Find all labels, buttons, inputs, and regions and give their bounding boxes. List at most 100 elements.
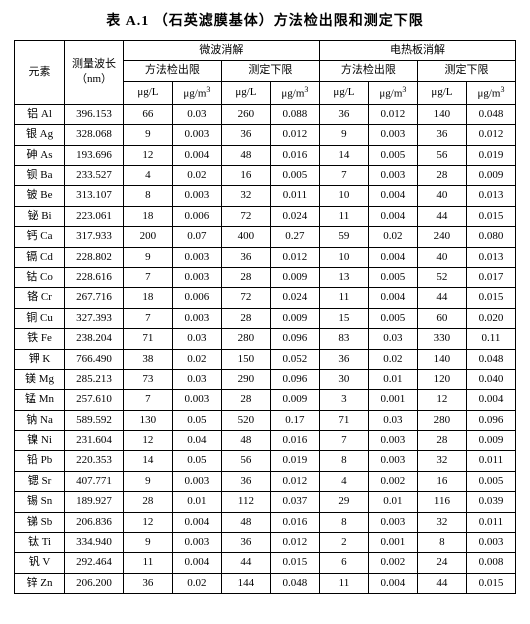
cell-value: 0.096: [466, 410, 515, 430]
cell-value: 280: [417, 410, 466, 430]
cell-value: 0.003: [172, 390, 221, 410]
cell-value: 0.01: [172, 492, 221, 512]
cell-value: 83: [319, 329, 368, 349]
cell-value: 0.003: [172, 186, 221, 206]
cell-value: 28: [221, 390, 270, 410]
cell-value: 7: [123, 308, 172, 328]
cell-wavelength: 327.393: [65, 308, 124, 328]
table-body: 铝 Al396.153660.032600.088360.0121400.048…: [15, 104, 516, 593]
table-row: 钛 Ti334.94090.003360.01220.00180.003: [15, 533, 516, 553]
cell-value: 9: [123, 471, 172, 491]
cell-value: 11: [319, 288, 368, 308]
cell-value: 280: [221, 329, 270, 349]
cell-value: 3: [319, 390, 368, 410]
header-loq-1: 测定下限: [221, 61, 319, 81]
header-wavelength-line2: （nm）: [76, 73, 112, 85]
cell-element: 钒 V: [15, 553, 65, 573]
cell-element: 铝 Al: [15, 104, 65, 124]
cell-value: 0.02: [172, 573, 221, 593]
cell-value: 290: [221, 369, 270, 389]
unit-ugL: μg/L: [221, 81, 270, 104]
cell-value: 260: [221, 104, 270, 124]
cell-value: 0.05: [172, 410, 221, 430]
cell-value: 30: [319, 369, 368, 389]
cell-value: 36: [319, 104, 368, 124]
cell-value: 140: [417, 104, 466, 124]
cell-value: 0.012: [270, 125, 319, 145]
cell-value: 44: [417, 206, 466, 226]
cell-value: 9: [123, 533, 172, 553]
cell-value: 32: [417, 451, 466, 471]
cell-element: 锡 Sn: [15, 492, 65, 512]
cell-element: 钙 Ca: [15, 227, 65, 247]
cell-value: 0.004: [368, 573, 417, 593]
table-row: 镍 Ni231.604120.04480.01670.003280.009: [15, 431, 516, 451]
cell-wavelength: 292.464: [65, 553, 124, 573]
table-row: 锰 Mn257.61070.003280.00930.001120.004: [15, 390, 516, 410]
cell-value: 0.012: [270, 533, 319, 553]
unit-ugL: μg/L: [417, 81, 466, 104]
cell-value: 0.003: [368, 512, 417, 532]
cell-value: 4: [319, 471, 368, 491]
cell-value: 9: [319, 125, 368, 145]
cell-wavelength: 206.200: [65, 573, 124, 593]
cell-value: 0.080: [466, 227, 515, 247]
cell-wavelength: 220.353: [65, 451, 124, 471]
cell-value: 0.096: [270, 369, 319, 389]
cell-value: 36: [221, 247, 270, 267]
cell-wavelength: 206.836: [65, 512, 124, 532]
cell-value: 10: [319, 186, 368, 206]
cell-value: 40: [417, 247, 466, 267]
cell-value: 0.015: [466, 573, 515, 593]
cell-value: 0.006: [172, 206, 221, 226]
cell-value: 11: [319, 206, 368, 226]
cell-value: 12: [123, 431, 172, 451]
cell-value: 66: [123, 104, 172, 124]
cell-value: 16: [417, 471, 466, 491]
cell-value: 0.004: [172, 145, 221, 165]
cell-wavelength: 407.771: [65, 471, 124, 491]
cell-element: 铅 Pb: [15, 451, 65, 471]
cell-value: 0.003: [368, 166, 417, 186]
table-row: 锡 Sn189.927280.011120.037290.011160.039: [15, 492, 516, 512]
cell-value: 0.003: [172, 267, 221, 287]
cell-value: 0.004: [368, 186, 417, 206]
cell-value: 0.003: [172, 471, 221, 491]
cell-value: 13: [319, 267, 368, 287]
cell-value: 0.016: [270, 431, 319, 451]
header-wavelength: 测量波长 （nm）: [65, 41, 124, 105]
table-row: 钴 Co228.61670.003280.009130.005520.017: [15, 267, 516, 287]
cell-element: 银 Ag: [15, 125, 65, 145]
header-group-microwave: 微波消解: [123, 41, 319, 61]
unit-ugm3: μg/m3: [172, 81, 221, 104]
cell-value: 0.037: [270, 492, 319, 512]
cell-value: 6: [319, 553, 368, 573]
cell-value: 0.03: [172, 104, 221, 124]
cell-value: 12: [123, 512, 172, 532]
cell-value: 0.03: [368, 410, 417, 430]
cell-value: 0.003: [172, 247, 221, 267]
cell-value: 7: [123, 390, 172, 410]
cell-value: 71: [319, 410, 368, 430]
cell-value: 400: [221, 227, 270, 247]
cell-value: 48: [221, 145, 270, 165]
cell-value: 0.011: [270, 186, 319, 206]
cell-value: 0.004: [172, 553, 221, 573]
cell-value: 0.03: [172, 329, 221, 349]
cell-value: 0.03: [368, 329, 417, 349]
cell-value: 56: [221, 451, 270, 471]
cell-value: 0.003: [368, 451, 417, 471]
unit-ugL: μg/L: [123, 81, 172, 104]
cell-element: 铍 Be: [15, 186, 65, 206]
cell-value: 150: [221, 349, 270, 369]
table-header: 元素 测量波长 （nm） 微波消解 电热板消解 方法检出限 测定下限 方法检出限…: [15, 41, 516, 105]
cell-value: 38: [123, 349, 172, 369]
cell-element: 铬 Cr: [15, 288, 65, 308]
cell-value: 0.012: [466, 125, 515, 145]
cell-value: 44: [221, 553, 270, 573]
cell-value: 28: [417, 431, 466, 451]
cell-value: 0.009: [270, 390, 319, 410]
cell-value: 24: [417, 553, 466, 573]
cell-value: 0.013: [466, 186, 515, 206]
cell-value: 0.02: [368, 227, 417, 247]
